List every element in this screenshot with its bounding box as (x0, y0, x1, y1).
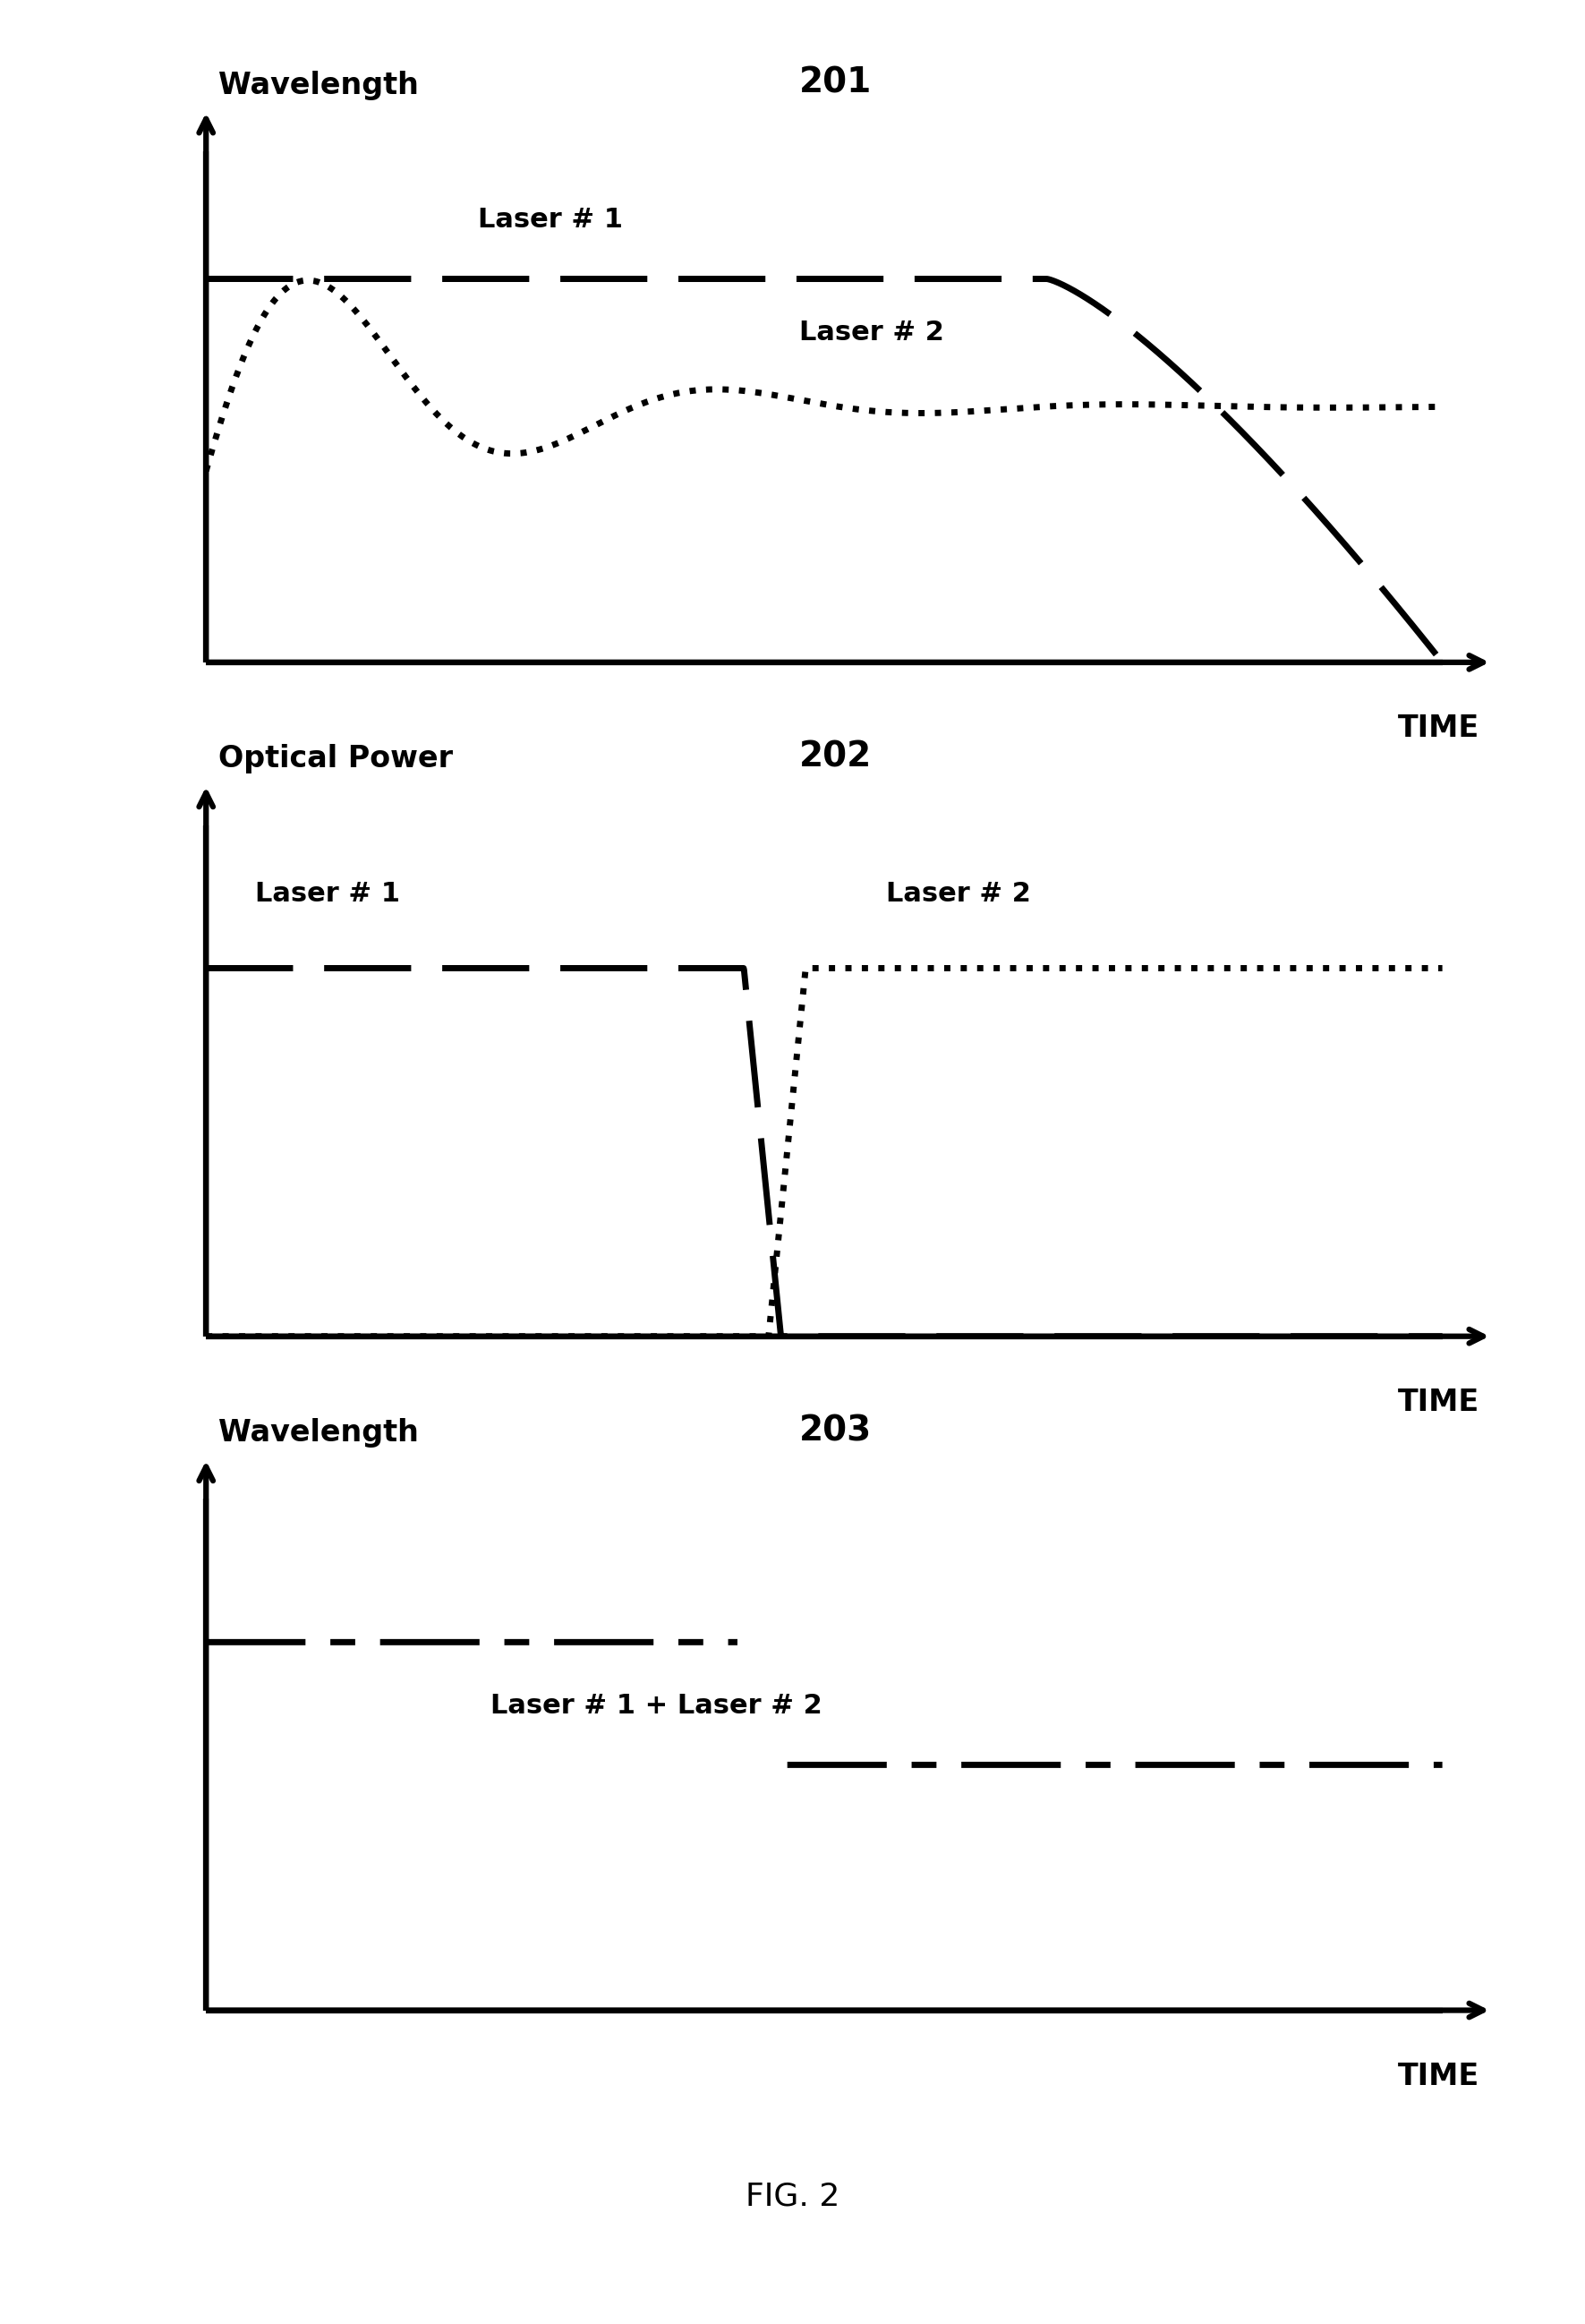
Text: TIME: TIME (1398, 2061, 1479, 2092)
Text: 203: 203 (799, 1413, 872, 1448)
Text: Wavelength: Wavelength (219, 1418, 418, 1448)
Text: Wavelength: Wavelength (219, 70, 418, 100)
Text: Laser # 1: Laser # 1 (255, 881, 401, 906)
Text: Laser # 1: Laser # 1 (479, 207, 623, 232)
Text: TIME: TIME (1398, 1387, 1479, 1418)
Text: Laser # 2: Laser # 2 (886, 881, 1030, 906)
Text: Laser # 1 + Laser # 2: Laser # 1 + Laser # 2 (490, 1694, 823, 1720)
Text: FIG. 2: FIG. 2 (745, 2180, 840, 2212)
Text: 201: 201 (799, 65, 872, 100)
Text: 202: 202 (799, 739, 872, 774)
Text: Laser # 2: Laser # 2 (799, 321, 945, 346)
Text: TIME: TIME (1398, 713, 1479, 744)
Text: Optical Power: Optical Power (219, 744, 453, 774)
